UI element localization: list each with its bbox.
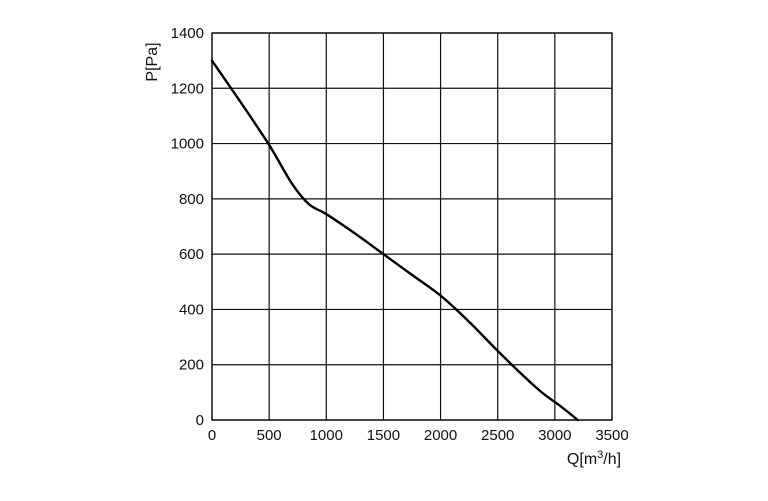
plot-frame [211, 32, 613, 421]
series-line [210, 59, 579, 422]
x-tick-label: 0 [208, 427, 216, 444]
y-tick-label: 1400 [171, 25, 204, 42]
x-tick-labels: 0 500 1000 1500 2000 2500 3000 3500 [208, 427, 629, 444]
x-axis-title-suffix: /h] [603, 451, 621, 468]
x-axis-title: Q[m3/h] [567, 449, 621, 468]
y-tick-label: 600 [179, 246, 204, 263]
x-tick-label: 2500 [481, 427, 514, 444]
x-tick-label: 500 [257, 427, 282, 444]
x-tick-label: 2000 [424, 427, 457, 444]
x-tick-label: 3000 [538, 427, 571, 444]
y-tick-label: 1000 [171, 136, 204, 153]
y-tick-label: 400 [179, 301, 204, 318]
x-tick-label: 3500 [595, 427, 628, 444]
x-axis-title-prefix: Q[m [567, 451, 597, 468]
y-tick-label: 0 [196, 412, 204, 429]
y-tick-label: 800 [179, 191, 204, 208]
x-tick-label: 1000 [310, 427, 343, 444]
y-axis-title: P[Pa] [144, 42, 161, 81]
x-tick-label: 1500 [367, 427, 400, 444]
y-tick-labels: 0 200 400 600 800 1000 1200 1400 [171, 25, 204, 429]
grid [211, 32, 613, 421]
y-tick-label: 200 [179, 357, 204, 374]
y-tick-label: 1200 [171, 80, 204, 97]
x-axis-title-sup: 3 [597, 449, 603, 461]
